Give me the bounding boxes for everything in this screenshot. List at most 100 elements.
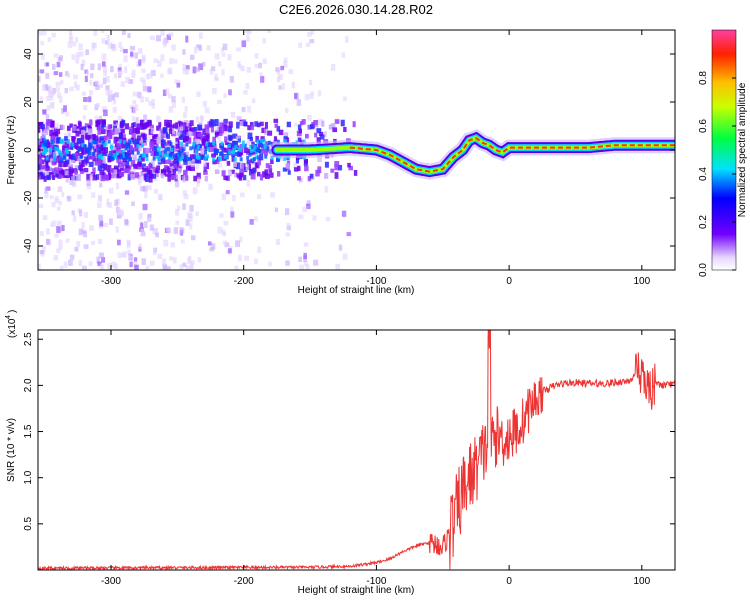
- spectrogram-cell: [117, 70, 123, 75]
- spectrogram-cell: [195, 155, 199, 160]
- spectrogram-cell: [331, 123, 336, 128]
- spectrogram-cell: [254, 121, 259, 127]
- spectrogram-cell: [257, 158, 262, 166]
- spectrogram-cell: [69, 32, 73, 40]
- spectrogram-cell: [188, 255, 192, 263]
- y-tick-label: 0: [23, 147, 34, 153]
- spectrogram-cell: [131, 201, 135, 207]
- x-tick-label: -100: [366, 276, 386, 287]
- spectrogram-cell: [113, 120, 118, 125]
- spectrogram-cell: [110, 129, 115, 136]
- spectrogram-cell: [38, 154, 42, 160]
- colorbar-tick-label: 0.0: [698, 263, 709, 277]
- spectrogram-cell: [185, 219, 190, 226]
- spectrogram-cell: [136, 123, 140, 129]
- spectrogram-cell: [71, 210, 75, 216]
- spectrogram-cell: [318, 131, 324, 136]
- spectrogram-cell: [299, 264, 305, 270]
- spectrogram-cell: [78, 43, 83, 51]
- spectrogram-cell: [168, 153, 172, 158]
- spectrogram-cell: [100, 174, 105, 182]
- spectrogram-cell: [213, 148, 217, 153]
- spectrogram-cell: [346, 232, 352, 237]
- spectrogram-cell: [96, 119, 102, 125]
- spectrogram-cell: [101, 53, 107, 61]
- spectrogram-cell: [307, 176, 312, 182]
- spectrogram-cell: [49, 195, 54, 200]
- spectrogram-cell: [76, 155, 82, 163]
- spectrogram-cell: [141, 54, 146, 61]
- spectrogram-cell: [117, 142, 122, 148]
- spectrogram-cell: [291, 81, 296, 89]
- spectrogram-cell: [117, 67, 122, 72]
- spectrogram-cell: [39, 69, 45, 74]
- spectrogram-cell: [40, 40, 44, 46]
- spectrogram-cell: [103, 109, 108, 117]
- spectrogram-cell: [270, 158, 274, 165]
- spectrogram-cell: [139, 77, 145, 82]
- spectrogram-cell: [142, 133, 147, 140]
- spectrogram-cell: [171, 128, 176, 134]
- spectrogram-cell: [79, 164, 83, 172]
- spectrogram-cell: [102, 156, 106, 164]
- spectrogram-cell: [236, 121, 240, 129]
- spectrogram-cell: [302, 139, 306, 144]
- x-tick-label: -100: [366, 576, 386, 587]
- spectrogram-cell: [72, 215, 77, 222]
- spectrogram-cell: [58, 55, 63, 61]
- spectrogram-cell: [130, 152, 136, 157]
- spectrogram-cell: [256, 155, 260, 160]
- spectrogram-cell: [103, 163, 108, 171]
- spectrogram-cell: [136, 144, 140, 149]
- spectrogram-cell: [115, 148, 121, 154]
- spectrogram-cell: [254, 155, 258, 160]
- spectrogram-cell: [140, 96, 145, 103]
- spectrogram-cell: [81, 229, 86, 234]
- spectrogram-cell: [54, 198, 60, 204]
- spectrogram-cell: [71, 142, 75, 147]
- spectrogram-cell: [121, 30, 126, 35]
- spectrogram-cell: [105, 85, 110, 91]
- spectrogram-cell: [54, 167, 59, 175]
- spectrogram-cell: [203, 163, 208, 171]
- spectrogram-cell: [313, 119, 319, 127]
- spectrogram-cell: [69, 154, 74, 159]
- spectrogram-cell: [40, 252, 45, 257]
- spectrogram-cell: [270, 192, 275, 198]
- spectrogram-cell: [244, 166, 248, 173]
- spectrogram-cell: [142, 185, 148, 192]
- spectrogram-cell: [283, 156, 287, 161]
- spectrogram-cell: [119, 172, 125, 177]
- spectrogram-cell: [202, 100, 207, 107]
- spectrogram-cell: [217, 61, 222, 67]
- spectrogram-cell: [51, 32, 56, 38]
- spectrogram-cell: [138, 246, 142, 252]
- y-tick-label: 20: [23, 96, 34, 108]
- spectrogram-cell: [208, 142, 214, 147]
- spectrogram-cell: [246, 179, 251, 187]
- spectrogram-cell: [206, 126, 210, 134]
- spectrogram-cell: [256, 122, 261, 128]
- spectrogram-cell: [127, 174, 131, 181]
- snr-scale-exponent: 4: [5, 315, 12, 319]
- spectrogram-cell: [43, 140, 47, 145]
- spectrogram-cell: [208, 183, 213, 191]
- spectrogram-cell: [234, 144, 238, 149]
- spectrogram-cell: [174, 79, 178, 85]
- spectrogram-cell: [128, 156, 132, 161]
- spectrogram-cell: [74, 165, 79, 171]
- spectrogram-cell: [97, 239, 103, 245]
- spectrogram-cell: [309, 173, 314, 179]
- spectrogram-cell: [257, 194, 262, 200]
- spectrogram-cell: [115, 122, 121, 130]
- spectrogram-cell: [319, 134, 325, 140]
- spectrogram-cell: [302, 206, 308, 213]
- spectrogram-cell: [160, 54, 165, 62]
- spectrogram-cell: [45, 114, 50, 120]
- spectrogram-cell: [51, 168, 56, 173]
- spectrogram-cell: [348, 165, 353, 171]
- spectrogram-cell: [239, 168, 245, 176]
- spectrogram-cell: [38, 163, 41, 171]
- spectrogram-cell: [237, 174, 242, 179]
- spectrogram-cell: [59, 152, 63, 157]
